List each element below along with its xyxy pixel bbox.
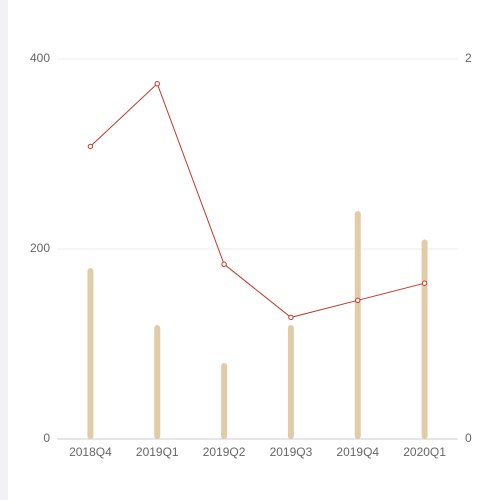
x-tick-label: 2018Q4 xyxy=(69,445,112,459)
line-point xyxy=(355,297,361,303)
line xyxy=(90,82,425,318)
bar xyxy=(287,325,294,439)
bar xyxy=(154,325,161,439)
x-tick-label: 2020Q1 xyxy=(403,445,446,459)
bar xyxy=(354,211,361,439)
x-tick-label: 2019Q4 xyxy=(336,445,379,459)
y2-tick-label: 2 xyxy=(465,51,472,65)
y-tick-label: 200 xyxy=(30,241,50,255)
bar xyxy=(421,239,428,439)
side-strip xyxy=(0,0,8,500)
line-point xyxy=(87,143,94,150)
y-tick-label: 400 xyxy=(30,51,50,65)
y2-tick-label: 0 xyxy=(465,431,472,445)
bar xyxy=(221,363,228,439)
line-point xyxy=(288,314,294,321)
line-point xyxy=(421,280,428,286)
line-point xyxy=(154,81,160,87)
bar xyxy=(87,268,94,439)
x-tick-label: 2019Q3 xyxy=(270,445,313,459)
x-tick-label: 2019Q2 xyxy=(203,445,246,459)
x-tick-label: 2019Q1 xyxy=(136,445,179,459)
line-point xyxy=(221,261,227,267)
y-tick-label: 0 xyxy=(43,431,50,445)
